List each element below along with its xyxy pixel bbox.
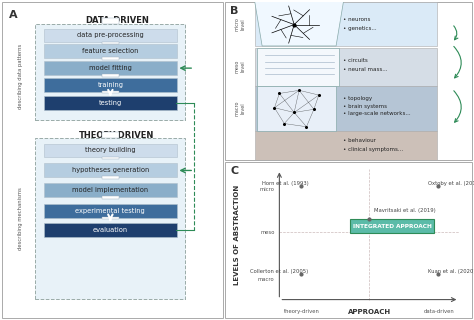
- Bar: [101, 156, 119, 159]
- Text: • topology: • topology: [344, 96, 373, 101]
- FancyBboxPatch shape: [44, 144, 177, 157]
- Text: • clinical symptoms...: • clinical symptoms...: [344, 147, 403, 152]
- Bar: [101, 18, 119, 24]
- Text: experimental testing: experimental testing: [75, 208, 145, 214]
- Text: micro
level: micro level: [235, 17, 246, 31]
- Text: macro: macro: [258, 277, 274, 282]
- FancyBboxPatch shape: [44, 44, 177, 58]
- FancyBboxPatch shape: [44, 78, 177, 92]
- FancyBboxPatch shape: [44, 96, 177, 110]
- Bar: [101, 42, 119, 44]
- Text: testing: testing: [99, 100, 122, 106]
- Text: feature selection: feature selection: [82, 48, 138, 54]
- Text: • neural mass...: • neural mass...: [344, 67, 388, 72]
- FancyBboxPatch shape: [44, 183, 177, 197]
- Bar: [101, 176, 119, 179]
- FancyBboxPatch shape: [44, 204, 177, 218]
- Text: training: training: [97, 82, 123, 88]
- Bar: [101, 217, 119, 219]
- FancyBboxPatch shape: [36, 24, 185, 120]
- Text: • brain systems: • brain systems: [344, 104, 387, 109]
- Text: LEVELS OF ABSTRACTION: LEVELS OF ABSTRACTION: [235, 184, 240, 284]
- Text: B: B: [230, 6, 238, 16]
- FancyBboxPatch shape: [44, 223, 177, 237]
- Text: theory-driven: theory-driven: [284, 309, 320, 314]
- Bar: [101, 91, 119, 93]
- FancyBboxPatch shape: [36, 138, 185, 300]
- Text: micro: micro: [260, 187, 274, 192]
- Bar: [101, 74, 119, 77]
- Bar: [101, 57, 119, 60]
- Text: theory building: theory building: [85, 148, 136, 154]
- Bar: [101, 132, 119, 138]
- Text: • neurons: • neurons: [344, 17, 371, 22]
- Text: evaluation: evaluation: [93, 227, 128, 233]
- Text: DATA-DRIVEN: DATA-DRIVEN: [85, 16, 149, 25]
- FancyBboxPatch shape: [44, 164, 177, 177]
- Text: • circuits: • circuits: [344, 58, 368, 63]
- Text: APPROACH: APPROACH: [348, 309, 391, 315]
- Text: data-driven: data-driven: [424, 309, 455, 314]
- Text: data pre-processing: data pre-processing: [77, 33, 144, 38]
- Text: model fitting: model fitting: [89, 65, 132, 71]
- Polygon shape: [257, 48, 338, 85]
- FancyBboxPatch shape: [44, 61, 177, 75]
- Text: macro
level: macro level: [235, 101, 246, 116]
- Text: THEORY-DRIVEN: THEORY-DRIVEN: [79, 132, 155, 140]
- Text: • genetics...: • genetics...: [344, 26, 377, 31]
- Text: hypotheses generation: hypotheses generation: [72, 167, 149, 173]
- FancyBboxPatch shape: [350, 220, 434, 233]
- Text: meso: meso: [260, 230, 274, 235]
- Bar: [255, 132, 437, 160]
- Text: A: A: [9, 10, 18, 20]
- Text: Kuan et al. (2020): Kuan et al. (2020): [428, 268, 474, 274]
- Text: Horn et al. (1993): Horn et al. (1993): [262, 181, 309, 186]
- Text: • large-scale networks...: • large-scale networks...: [344, 111, 411, 116]
- Text: model implementation: model implementation: [73, 188, 148, 193]
- Bar: [101, 196, 119, 199]
- Text: Collerton et al. (2005): Collerton et al. (2005): [250, 268, 309, 274]
- Text: C: C: [230, 166, 238, 176]
- Text: • behaviour: • behaviour: [344, 139, 376, 143]
- Text: meso
level: meso level: [235, 60, 246, 73]
- Text: describing mechanisms: describing mechanisms: [18, 187, 22, 250]
- FancyBboxPatch shape: [44, 28, 177, 43]
- Polygon shape: [257, 85, 336, 132]
- Text: INTEGRATED APPROACH: INTEGRATED APPROACH: [353, 224, 431, 228]
- Text: Mavritsaki et al. (2019): Mavritsaki et al. (2019): [374, 208, 436, 212]
- Text: Oxtoby et al. (2018): Oxtoby et al. (2018): [428, 181, 474, 186]
- Polygon shape: [255, 2, 344, 46]
- Bar: [255, 85, 437, 132]
- Bar: [255, 2, 437, 46]
- Text: describing data patterns: describing data patterns: [18, 44, 22, 109]
- Bar: [255, 48, 437, 85]
